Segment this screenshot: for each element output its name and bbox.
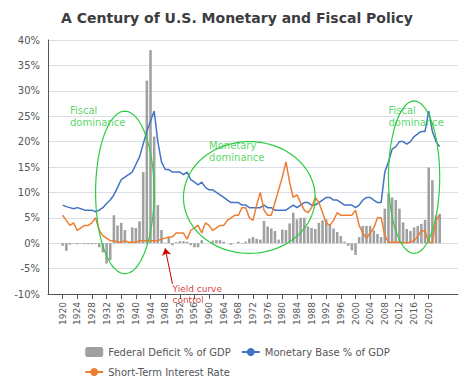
svg-text:5%: 5% [24,212,40,223]
svg-text:-10%: -10% [14,289,40,300]
svg-text:1972: 1972 [248,302,258,325]
svg-text:25%: 25% [18,111,40,122]
svg-text:2012: 2012 [394,302,404,325]
svg-text:15%: 15% [18,162,40,173]
svg-text:Short-Term Interest Rate: Short-Term Interest Rate [108,367,230,378]
svg-text:2008: 2008 [380,302,390,325]
svg-text:Fiscal: Fiscal [388,105,415,116]
svg-text:1996: 1996 [336,302,346,325]
svg-text:-5%: -5% [21,263,40,274]
svg-text:2000: 2000 [351,302,361,325]
svg-text:dominance: dominance [70,117,125,128]
svg-text:1964: 1964 [219,302,229,325]
svg-text:A Century of U.S. Monetary and: A Century of U.S. Monetary and Fiscal Po… [61,10,413,26]
svg-text:2020: 2020 [424,302,434,325]
svg-text:0%: 0% [24,238,40,249]
svg-text:1988: 1988 [307,302,317,325]
svg-text:1976: 1976 [263,302,273,325]
svg-text:1928: 1928 [87,302,97,325]
svg-text:Monetary Base % of GDP: Monetary Base % of GDP [265,347,390,358]
svg-text:dominance: dominance [209,152,264,163]
svg-text:1968: 1968 [233,302,243,325]
svg-text:35%: 35% [18,60,40,71]
svg-text:1920: 1920 [58,302,68,325]
svg-text:10%: 10% [18,187,40,198]
svg-text:1980: 1980 [277,302,287,325]
svg-text:Yield curve: Yield curve [171,284,222,294]
svg-text:1952: 1952 [175,302,185,325]
svg-text:2016: 2016 [409,302,419,325]
svg-text:1936: 1936 [116,302,126,325]
svg-text:40%: 40% [18,35,40,46]
svg-text:Federal Deficit % of GDP: Federal Deficit % of GDP [108,347,231,358]
svg-text:dominance: dominance [388,117,443,128]
svg-text:1956: 1956 [189,302,200,325]
svg-text:1948: 1948 [160,302,170,325]
svg-text:control: control [172,295,203,305]
svg-text:1940: 1940 [131,302,141,325]
svg-text:Fiscal: Fiscal [70,105,97,116]
svg-text:1960: 1960 [204,302,214,325]
svg-text:1984: 1984 [292,302,302,325]
svg-text:Monetary: Monetary [209,140,256,151]
svg-text:1992: 1992 [321,302,331,325]
svg-text:30%: 30% [18,85,40,96]
svg-text:1944: 1944 [146,302,156,325]
svg-text:1924: 1924 [72,302,82,325]
svg-text:20%: 20% [18,136,40,147]
svg-text:2004: 2004 [365,302,375,325]
svg-text:1932: 1932 [102,302,112,325]
